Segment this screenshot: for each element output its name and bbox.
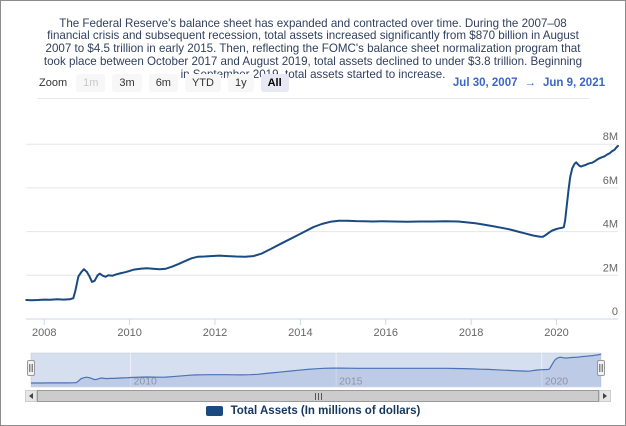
navigator-left-handle[interactable] (27, 360, 35, 376)
scrollbar-thumb[interactable] (37, 390, 599, 402)
range-button-ytd[interactable]: YTD (184, 74, 221, 92)
navigator-area (31, 354, 601, 387)
x-axis-label: 2010 (117, 327, 141, 339)
x-axis-label: 2014 (288, 327, 312, 339)
x-axis-label: 2020 (544, 327, 568, 339)
x-axis-label: 2016 (374, 327, 398, 339)
range-selector: Zoom 1m 3m 6m YTD 1y All (39, 73, 289, 93)
range-button-all[interactable]: All (260, 74, 289, 92)
y-axis-label: 4M (603, 219, 618, 231)
zoom-label: Zoom (39, 77, 68, 89)
legend-label: Total Assets (In millions of dollars) (230, 405, 421, 417)
navigator-axis-label: 2010 (134, 376, 158, 388)
range-button-3m[interactable]: 3m (112, 74, 142, 92)
range-button-1y[interactable]: 1y (227, 74, 254, 92)
scrollbar-grip-icon (314, 392, 322, 400)
scrollbar-left-arrow-button[interactable] (25, 390, 37, 402)
y-axis-label: 6M (603, 175, 618, 187)
x-axis-label: 2018 (459, 327, 483, 339)
date-from-input[interactable]: Jul 30, 2007 (452, 77, 518, 89)
y-axis-label: 8M (603, 131, 618, 143)
x-axis-label: 2012 (203, 327, 227, 339)
scrollbar-right-arrow-button[interactable] (599, 390, 611, 402)
date-range-arrow-icon: → (524, 77, 536, 89)
range-buttons: 1m 3m 6m YTD 1y All (76, 74, 289, 92)
navigator-line (31, 353, 602, 384)
triangle-right-icon (603, 393, 607, 399)
y-axis-label: 2M (603, 262, 618, 274)
navigator-axis-label: 2015 (339, 376, 363, 388)
range-button-1m: 1m (76, 74, 106, 92)
total-assets-line (25, 144, 619, 302)
divider (37, 98, 589, 99)
y-axis-label: 0 (612, 306, 618, 318)
legend-swatch-icon (205, 406, 223, 416)
navigator-right-handle[interactable] (597, 360, 605, 376)
date-range: Jul 30, 2007 → Jun 9, 2021 (453, 77, 605, 89)
date-to-input[interactable]: Jun 9, 2021 (542, 77, 605, 89)
chart-description: The Federal Reserve's balance sheet has … (43, 16, 583, 81)
legend[interactable]: Total Assets (In millions of dollars) (1, 405, 625, 417)
x-axis-label: 2008 (32, 327, 56, 339)
range-button-6m[interactable]: 6m (148, 74, 178, 92)
triangle-left-icon (29, 393, 33, 399)
navigator-axis-label: 2020 (545, 376, 569, 388)
